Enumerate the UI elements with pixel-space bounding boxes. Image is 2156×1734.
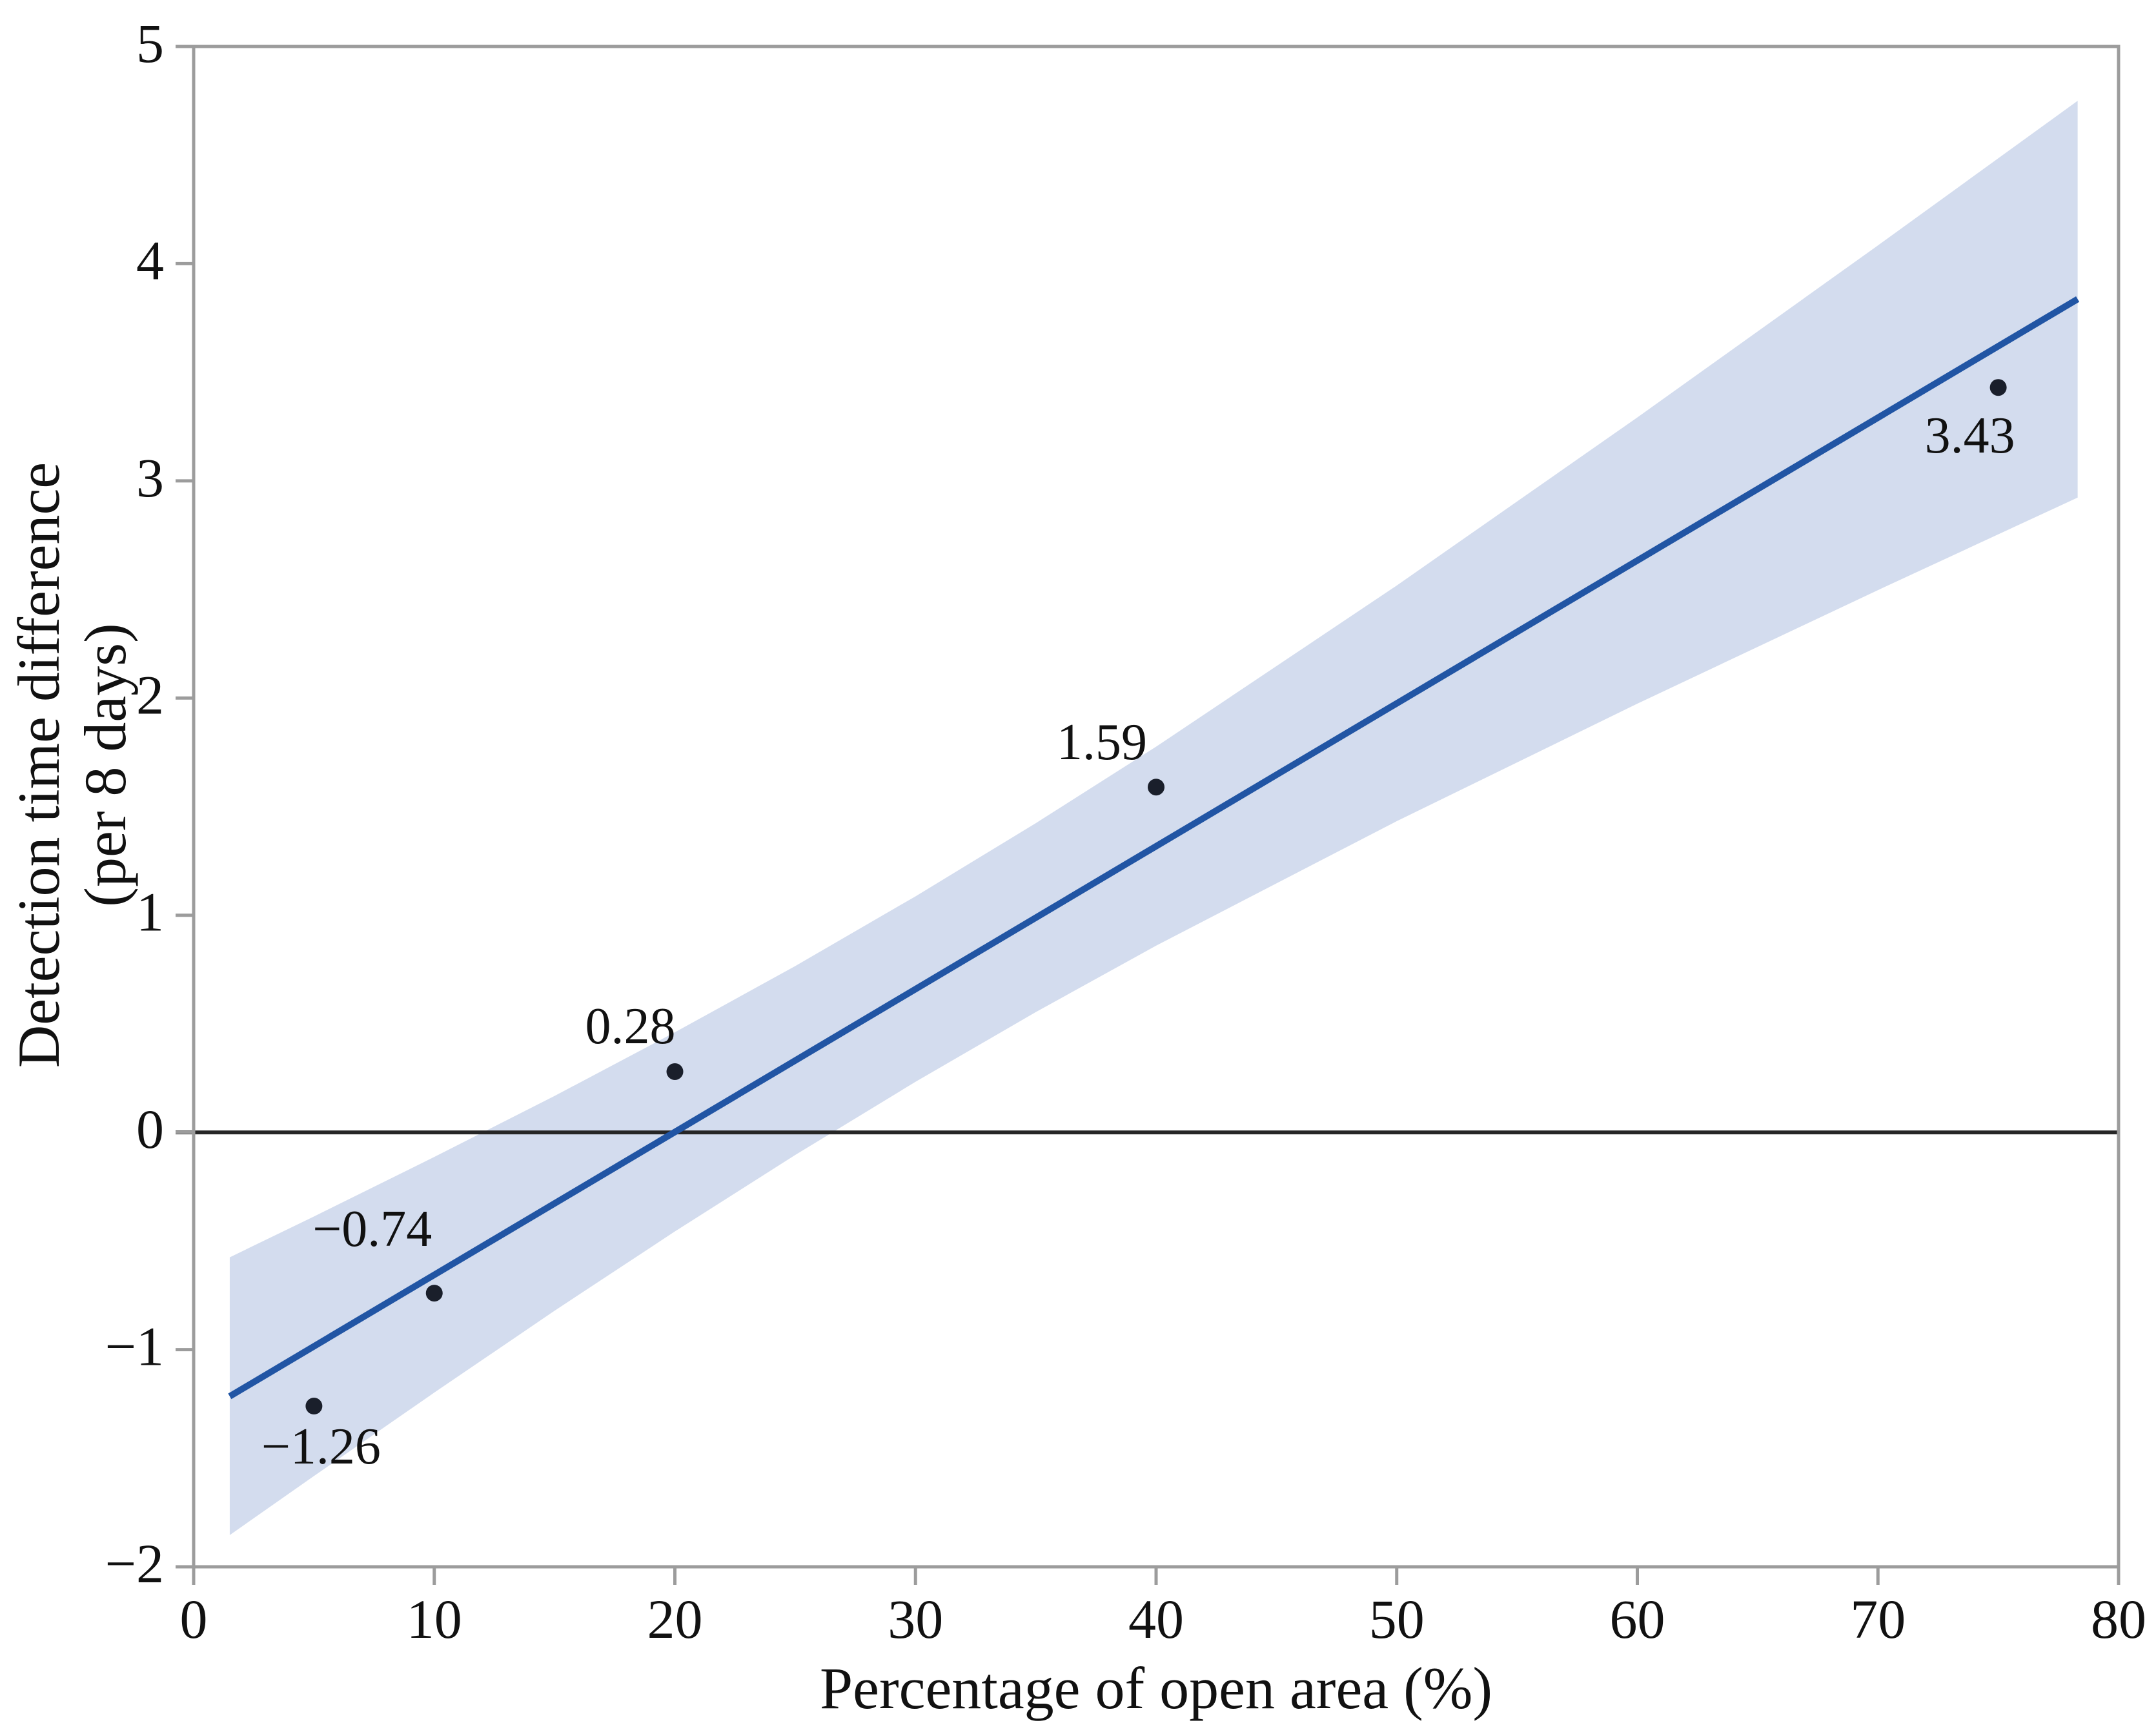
data-point [1989,379,2007,396]
y-tick-label: 2 [136,664,164,726]
x-tick-label: 50 [1369,1588,1425,1650]
data-point [666,1063,684,1080]
x-tick-label: 70 [1850,1588,1906,1650]
y-axis-title-line2: (per 8 days) [72,623,138,907]
y-tick-label: 3 [136,447,164,509]
y-tick-label: −2 [105,1533,164,1595]
x-tick-label: 60 [1610,1588,1665,1650]
data-point-label: 0.28 [585,998,676,1055]
x-tick-label: 80 [2091,1588,2146,1650]
y-tick-label: 5 [136,12,164,74]
x-tick-label: 0 [180,1588,208,1650]
y-axis-title-line1: Detection time difference [5,462,72,1068]
x-tick-label: 20 [647,1588,703,1650]
y-tick-label: 4 [136,229,164,291]
x-axis-title: Percentage of open area (%) [819,1655,1493,1721]
data-point-label: −0.74 [312,1201,432,1258]
fit-line [228,296,2080,1400]
data-point [305,1398,323,1415]
y-tick-label: −1 [105,1316,164,1378]
y-tick-label: 0 [136,1098,164,1160]
x-tick-label: 30 [888,1588,943,1650]
data-point [425,1285,443,1302]
data-point-label: −1.26 [261,1418,381,1475]
x-tick-label: 10 [407,1588,462,1650]
data-point-label: 1.59 [1057,714,1147,771]
y-tick-label: 1 [136,881,164,943]
x-tick-label: 40 [1128,1588,1184,1650]
data-point [1148,779,1164,796]
data-point-label: 3.43 [1925,407,2015,464]
ci-band [229,101,2078,1535]
y-axis-title: Detection time difference (per 8 days) [6,462,139,1068]
